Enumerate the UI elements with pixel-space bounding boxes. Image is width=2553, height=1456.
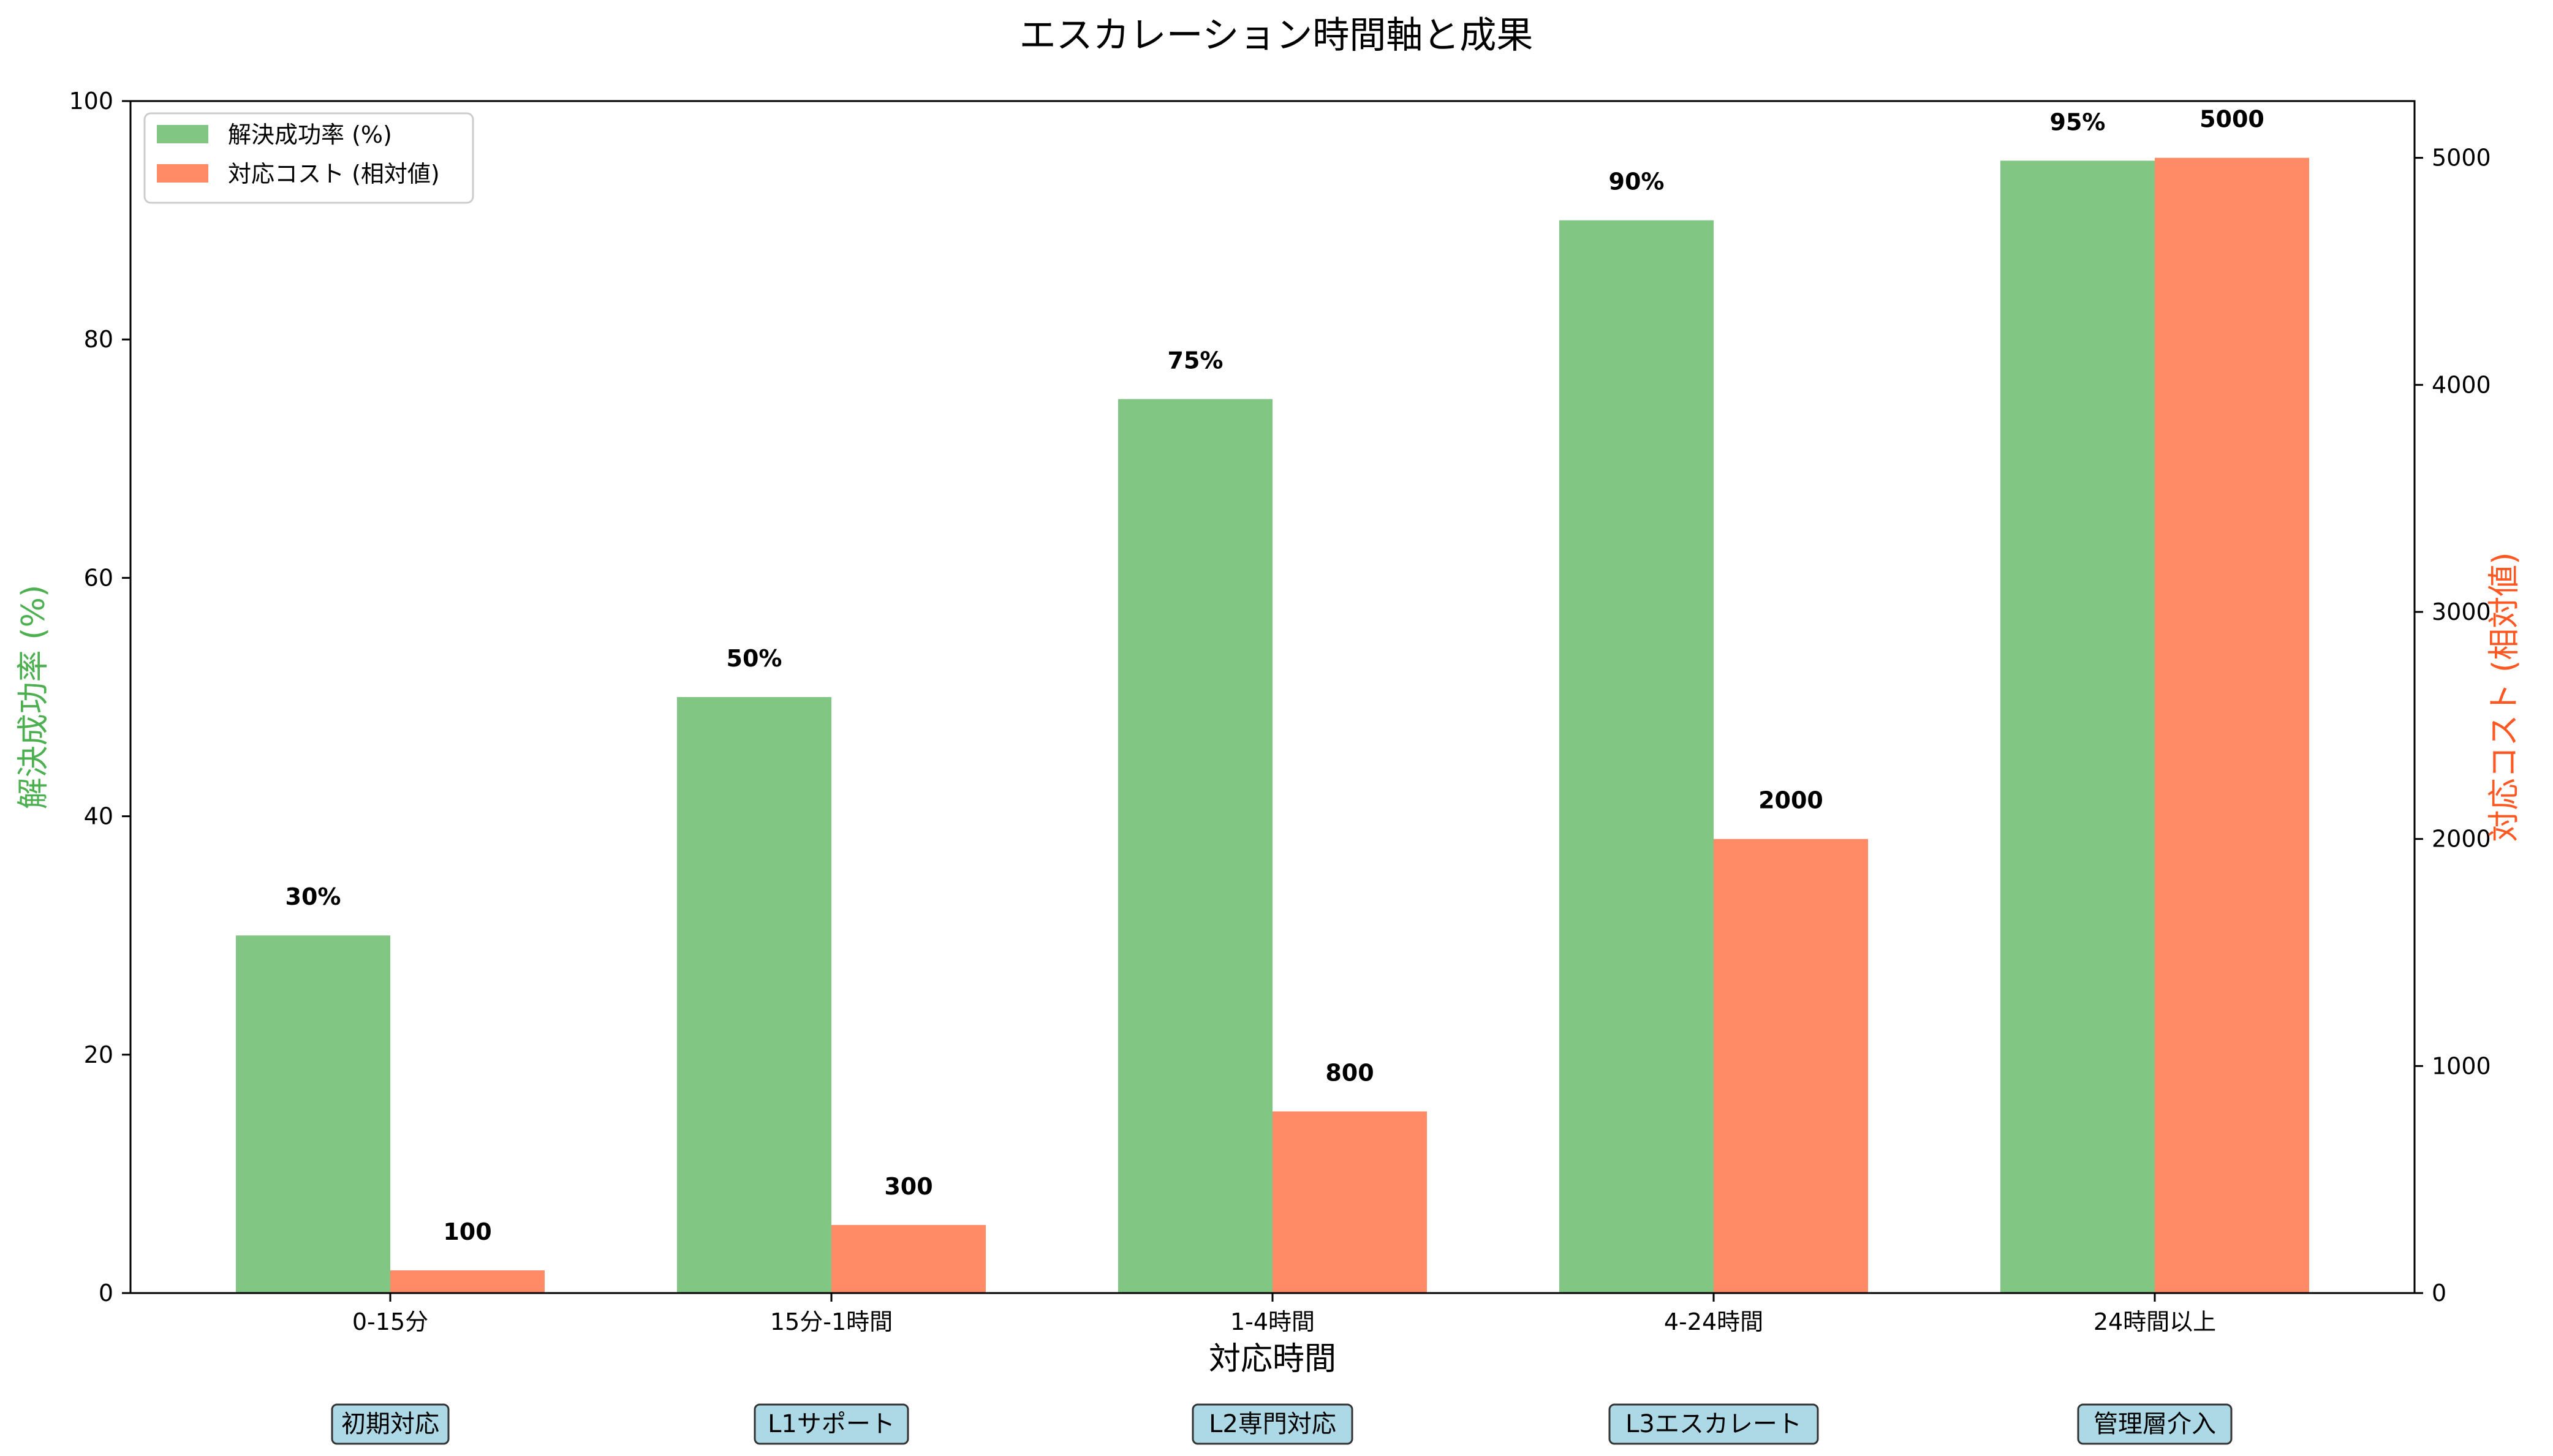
value-label-success-3: 90% [1609,168,1665,195]
value-labels-layer: 30% 50% 75% 90% 95% 100 300 800 2000 5000 [286,106,2264,1245]
chart-title: エスカレーション時間軸と成果 [1019,14,1534,57]
stage-label-1: L1サポート [768,1410,895,1438]
x-tick-label: 4-24時間 [1664,1308,1763,1335]
stage-label-4: 管理層介入 [2093,1410,2216,1438]
legend: 解決成功率 (%) 対応コスト (相対値) [143,112,474,204]
left-tick-label: 40 [84,803,113,830]
right-tick-label: 5000 [2432,145,2491,172]
left-tick-label: 20 [84,1041,113,1068]
legend-label-cost: 対応コスト (相対値) [228,160,440,187]
right-axis-label: 対応コスト (相対値) [2486,552,2523,842]
stage-box-1 [754,1403,909,1445]
bar-cost-3 [1714,839,1868,1293]
right-tick-label: 3000 [2432,598,2491,625]
bar-success-3 [1559,220,1714,1294]
value-label-success-0: 30% [286,883,341,910]
left-tick-label: 100 [69,88,113,115]
legend-frame [143,112,474,204]
left-axis-label: 解決成功率 (%) [15,585,52,810]
stage-box-4 [2077,1403,2233,1445]
value-label-cost-3: 2000 [1758,787,1823,814]
legend-label-success: 解決成功率 (%) [228,121,392,148]
value-label-success-1: 50% [727,645,782,672]
x-tick-label: 24時間以上 [2093,1308,2216,1335]
bar-success-0 [236,935,390,1293]
stage-label-2: L2専門対応 [1209,1410,1336,1438]
stage-label-0: 初期対応 [341,1410,439,1438]
x-tick-label: 0-15分 [352,1308,428,1335]
left-tick-label: 60 [84,564,113,591]
bars-layer [236,157,2309,1294]
x-tick-label: 15分-1時間 [770,1308,893,1335]
right-tick-label: 4000 [2432,371,2491,398]
x-axis: 0-15分 15分-1時間 1-4時間 4-24時間 24時間以上 [352,1293,2216,1335]
value-label-cost-4: 5000 [2199,106,2264,133]
right-axis: 0 1000 2000 3000 4000 5000 [2415,145,2491,1307]
right-tick-label: 2000 [2432,826,2491,853]
stage-layer: 初期対応 L1サポート L2専門対応 L3エスカレート 管理層介入 [331,1403,2233,1445]
left-axis: 0 20 40 60 80 100 [69,88,130,1307]
right-tick-label: 0 [2432,1280,2446,1307]
x-tick-label: 1-4時間 [1230,1308,1315,1335]
value-label-success-4: 95% [2050,108,2106,135]
x-axis-label: 対応時間 [1209,1341,1336,1378]
bar-cost-0 [390,1270,545,1293]
stage-box-0 [331,1403,450,1445]
value-label-success-2: 75% [1168,347,1224,374]
stage-box-3 [1608,1403,1819,1445]
bar-success-1 [677,697,831,1293]
left-tick-label: 0 [99,1280,113,1307]
left-tick-label: 80 [84,326,113,353]
right-tick-label: 1000 [2432,1052,2491,1079]
bar-cost-2 [1273,1111,1427,1293]
legend-swatch-success [157,125,208,143]
stage-box-2 [1192,1403,1353,1445]
bar-success-4 [2000,160,2155,1293]
bar-cost-4 [2155,157,2309,1294]
stage-label-3: L3エスカレート [1625,1410,1802,1438]
bar-cost-1 [831,1224,986,1293]
legend-swatch-cost [157,164,208,183]
bar-success-2 [1118,399,1273,1293]
value-label-cost-0: 100 [443,1218,491,1245]
value-label-cost-1: 300 [884,1173,932,1200]
value-label-cost-2: 800 [1325,1059,1374,1086]
